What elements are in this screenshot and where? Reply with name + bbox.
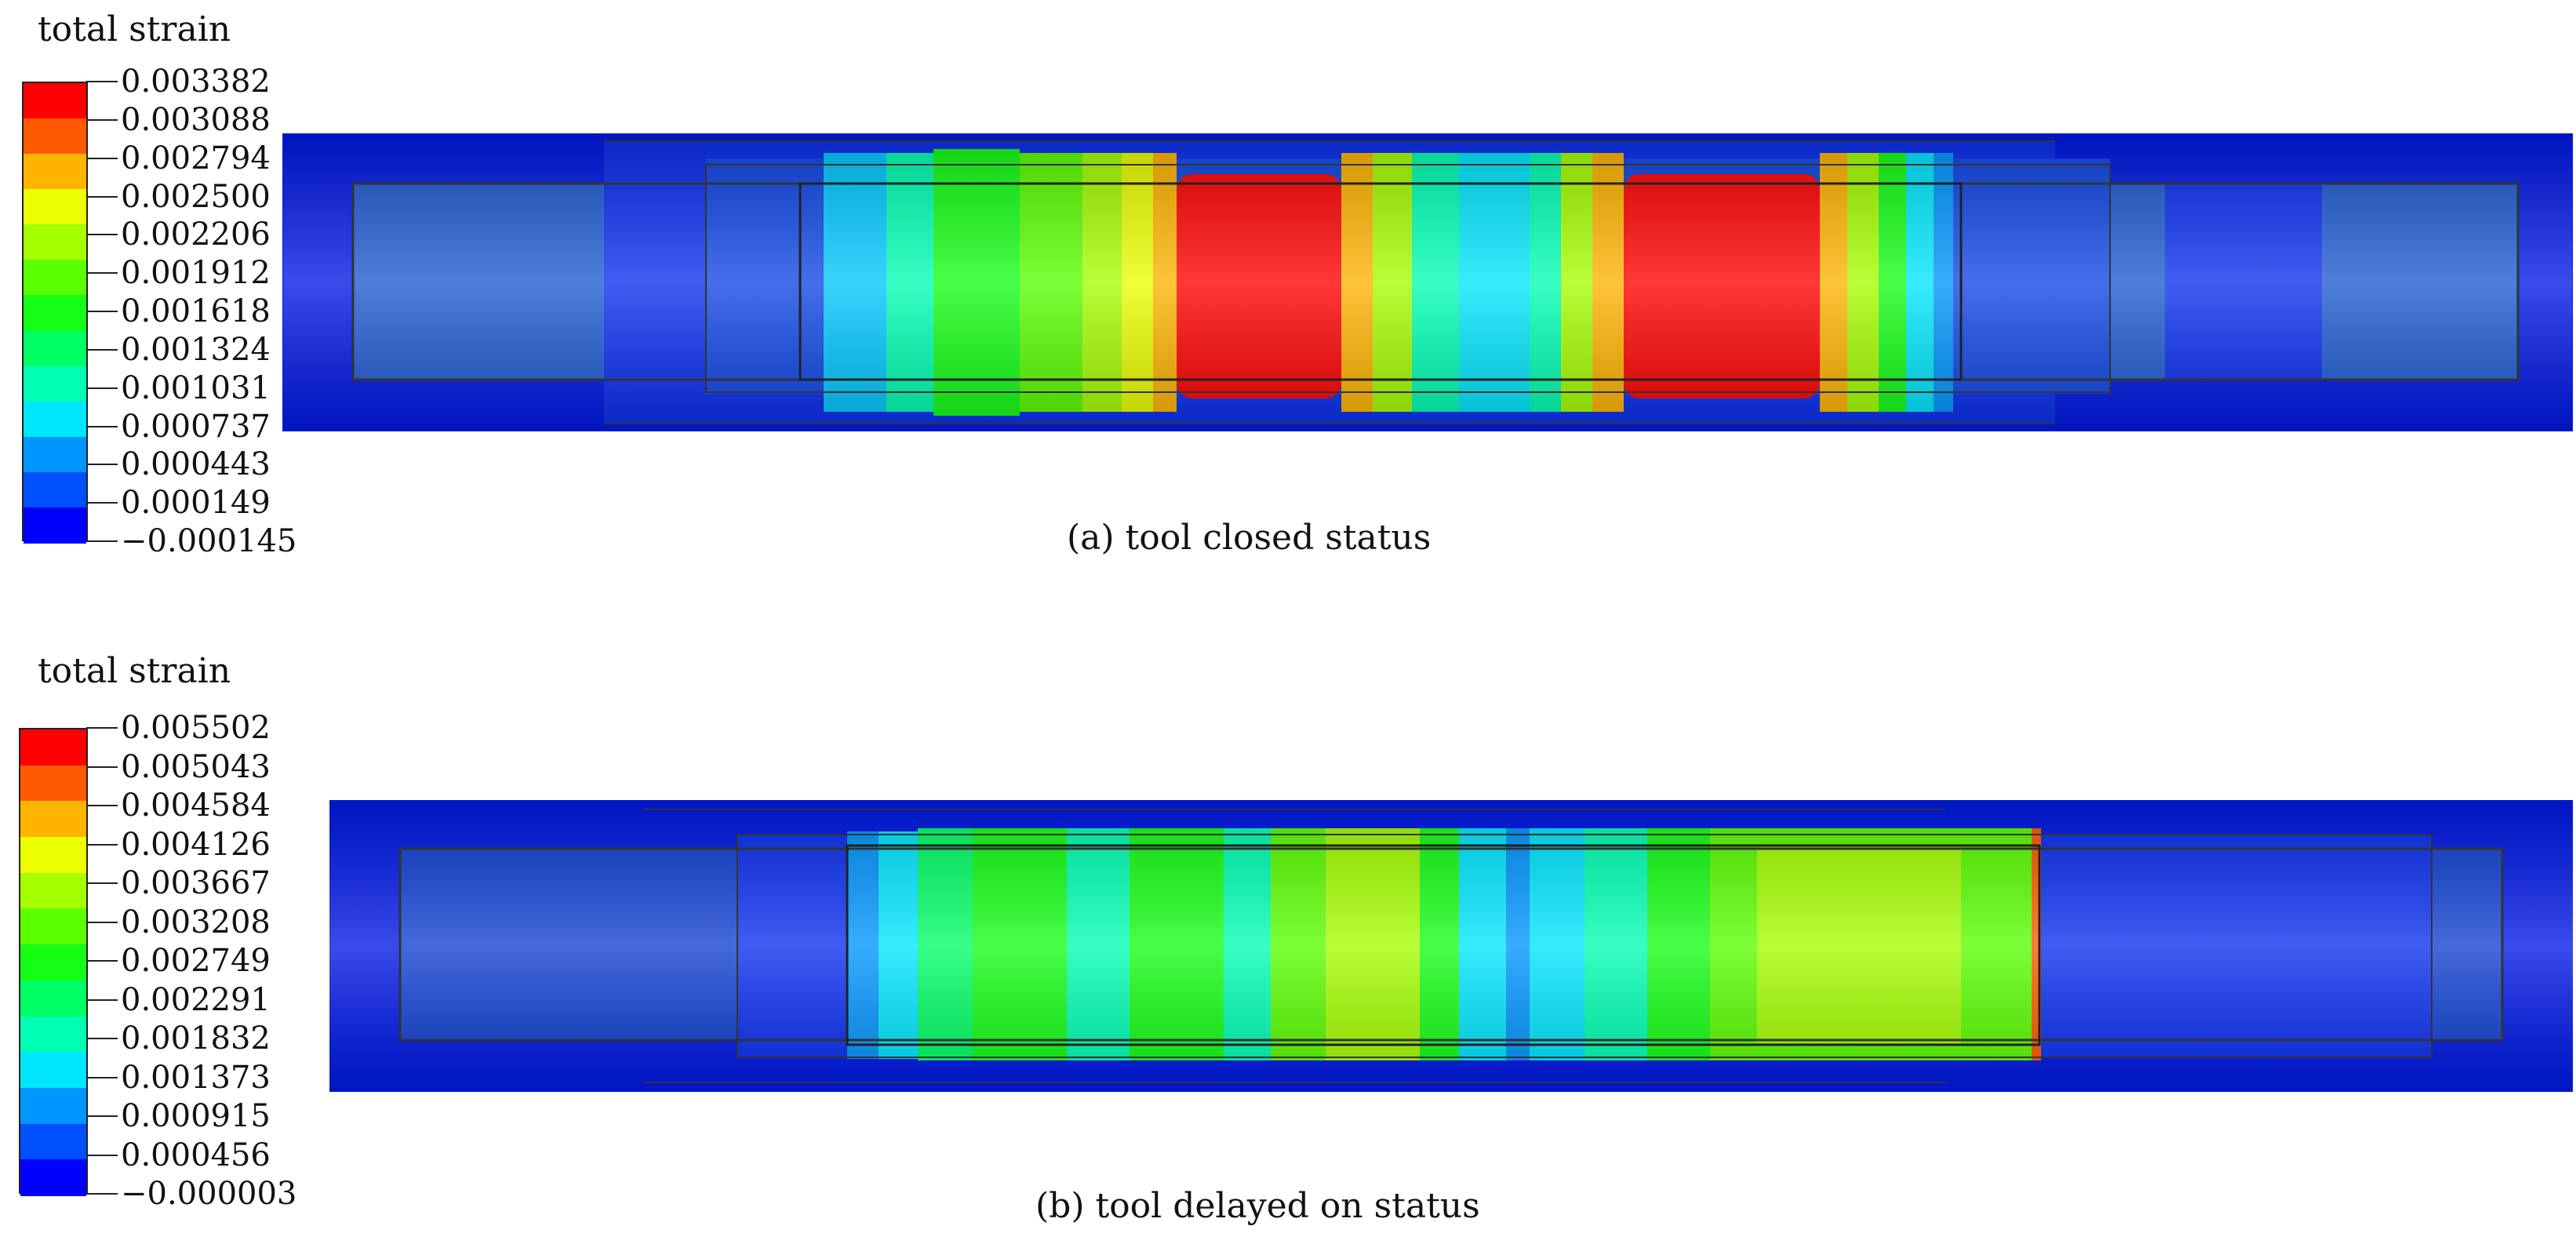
legend-tick <box>86 195 118 198</box>
legend-swatch <box>20 908 86 946</box>
legend-tick <box>86 843 118 846</box>
legend-tick <box>86 348 118 351</box>
legend-tick-label: 0.002291 <box>121 981 271 1018</box>
legend-tick-label: 0.003382 <box>121 64 271 100</box>
legend-tick-label: 0.005043 <box>121 748 271 785</box>
legend-swatch <box>20 1087 86 1125</box>
legend-tick-label: 0.005502 <box>121 710 271 746</box>
legend-swatch <box>24 330 86 367</box>
legend-tick <box>86 464 118 466</box>
legend-tick-label: 0.004126 <box>121 826 271 863</box>
legend-tick-label: 0.000915 <box>121 1098 271 1134</box>
legend-tick <box>86 960 118 962</box>
legend-swatch <box>20 801 86 838</box>
legend-tick <box>86 766 118 768</box>
legend-swatch <box>24 260 86 296</box>
legend-tick-label: 0.000737 <box>121 408 271 445</box>
legend-swatch <box>24 189 86 226</box>
legend-tick-label: 0.000149 <box>121 485 271 522</box>
strain-contour-model <box>329 800 2573 1092</box>
legend-tick <box>86 387 118 389</box>
legend-swatch <box>20 837 86 874</box>
legend-tick-label: 0.001031 <box>121 369 271 406</box>
legend-swatch <box>20 1016 86 1053</box>
legend-tick <box>86 727 118 729</box>
legend-tick-label: 0.003667 <box>121 865 271 901</box>
legend-tick <box>86 540 118 542</box>
legend-swatch <box>24 154 86 191</box>
legend-swatch <box>24 366 86 402</box>
legend-tick <box>86 1193 118 1195</box>
legend-tick <box>86 1115 118 1117</box>
legend-tick-label: 0.002794 <box>121 140 271 176</box>
legend-swatch <box>20 980 86 1017</box>
legend-swatch <box>24 83 86 120</box>
legend-tick-label: 0.002206 <box>121 216 271 253</box>
legend-swatch <box>24 471 86 508</box>
legend-swatch <box>20 1052 86 1089</box>
legend-swatch <box>24 118 86 155</box>
legend-swatch <box>20 1123 86 1161</box>
legend-tick <box>86 1076 118 1078</box>
legend-tick-label: 0.001324 <box>121 331 271 368</box>
legend-tick-label: 0.003088 <box>121 101 271 138</box>
legend-swatch <box>24 295 86 332</box>
legend-tick <box>86 234 118 236</box>
legend-tick <box>86 502 118 504</box>
legend-tick-label: 0.003208 <box>121 904 271 940</box>
legend-tick-label: 0.002500 <box>121 178 271 215</box>
legend-tick <box>86 1154 118 1156</box>
legend-title: total strain <box>38 9 231 49</box>
caption: (a) tool closed status <box>1067 518 1432 558</box>
legend-tick <box>86 805 118 806</box>
legend-swatch <box>24 401 86 438</box>
legend-tick <box>86 272 118 275</box>
legend-tick <box>86 1038 118 1039</box>
legend-tick <box>86 311 118 312</box>
legend-swatch <box>20 765 86 802</box>
legend-swatch <box>24 507 86 544</box>
legend-tick-label: 0.000443 <box>121 446 271 483</box>
legend-tick-label: 0.001373 <box>121 1059 271 1096</box>
legend-tick-label: −0.000003 <box>121 1176 297 1212</box>
legend-tick-label: 0.001618 <box>121 293 271 329</box>
strain-contour-model <box>282 133 2573 431</box>
legend-tick-label: 0.001832 <box>121 1020 271 1057</box>
legend-tick <box>86 425 118 427</box>
legend-tick <box>86 921 118 923</box>
caption: (b) tool delayed on status <box>1035 1186 1480 1226</box>
legend-swatch <box>24 224 86 261</box>
legend-tick-label: 0.001912 <box>121 255 271 292</box>
legend-swatch <box>20 1159 86 1196</box>
legend-title: total strain <box>38 651 231 691</box>
legend-tick-label: 0.000456 <box>121 1137 271 1173</box>
legend-tick <box>86 882 118 884</box>
color-legend <box>19 728 88 1196</box>
legend-swatch <box>20 729 86 766</box>
legend-tick <box>86 118 118 121</box>
legend-tick-label: 0.004584 <box>121 788 271 824</box>
legend-swatch <box>20 944 86 981</box>
legend-tick-label: −0.000145 <box>121 523 297 559</box>
legend-tick-label: 0.002749 <box>121 943 271 979</box>
color-legend <box>22 82 88 544</box>
legend-tick <box>86 157 118 159</box>
legend-swatch <box>20 872 86 910</box>
legend-tick <box>86 81 118 82</box>
legend-swatch <box>24 436 86 473</box>
legend-tick <box>86 998 118 1001</box>
